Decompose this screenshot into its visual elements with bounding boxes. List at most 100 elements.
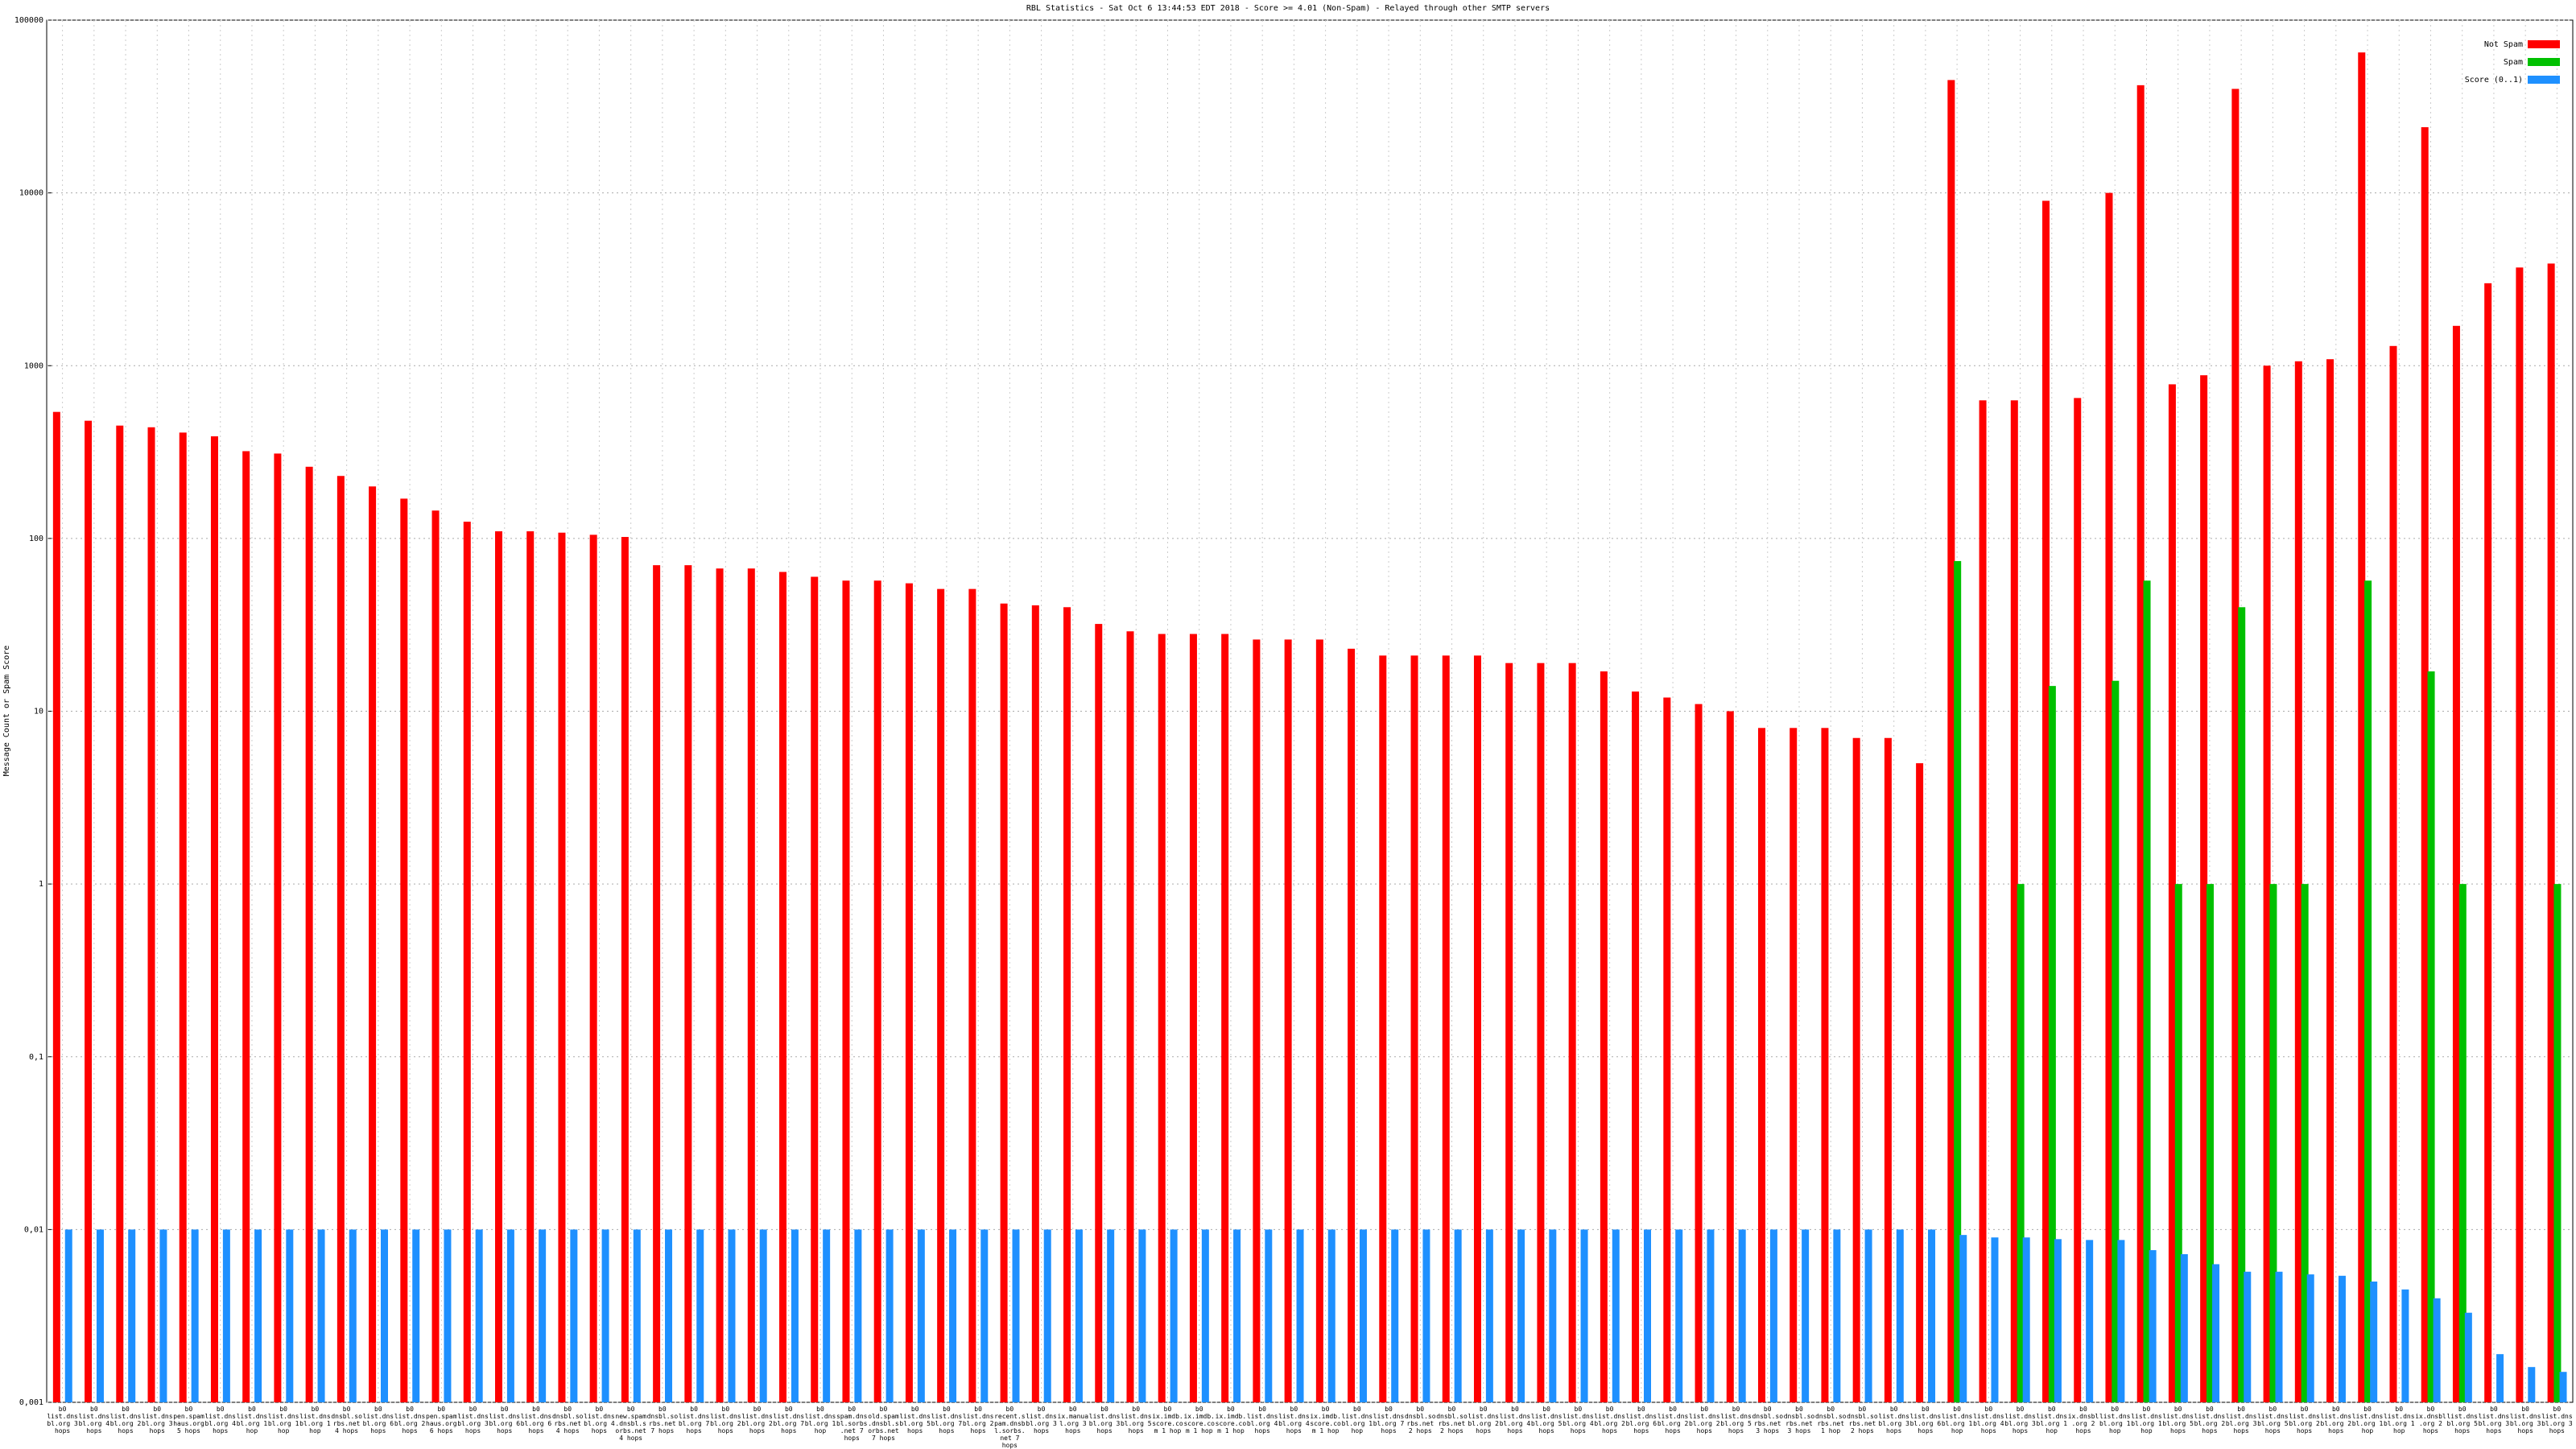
x-tick-label: b0 recent.spam.dnsbl.sorbs.net 7 hops (994, 1406, 1026, 1449)
x-tick-label: b0 list.dnsbl.org 4 hops (78, 1406, 110, 1435)
bar (2054, 1239, 2062, 1402)
x-tick-label: b0 list.dnsbl.org 2 hops (1657, 1406, 1689, 1435)
bar (2484, 283, 2492, 1402)
bar (1485, 1229, 1493, 1402)
bar (558, 532, 566, 1402)
bar (2452, 325, 2460, 1402)
x-tick-label: b0 list.dnsbl.org 6 hops (489, 1406, 521, 1435)
bar (2136, 85, 2145, 1403)
bar (2010, 400, 2018, 1402)
bar (2244, 1271, 2252, 1402)
bar (1201, 1229, 1209, 1402)
x-tick-label: b0 list.dnsbl.org 2 hops (1689, 1406, 1720, 1435)
bar (2105, 192, 2113, 1402)
x-tick-label: b0 list.dnsbl.org 5 hops (1120, 1406, 1152, 1435)
x-tick-label: b0 pen.spamhaus.org 5 hops (173, 1406, 204, 1435)
bar (1600, 671, 1608, 1402)
bar (317, 1229, 325, 1402)
bar (1947, 80, 1955, 1402)
bar (1265, 1229, 1273, 1402)
x-tick-label: b0 list.dnsbl.org 6 hops (362, 1406, 394, 1435)
bar (2022, 1237, 2030, 1402)
bar (2117, 1240, 2125, 1402)
bar (2112, 680, 2120, 1402)
bar (1095, 624, 1103, 1402)
bar (1126, 631, 1134, 1402)
bar (1979, 400, 1987, 1402)
bar (1043, 1229, 1051, 1402)
bar (1928, 1229, 1936, 1402)
x-tick-label: b0 list.dnsbl.org 1 hop (2036, 1406, 2068, 1435)
bar (823, 1229, 831, 1402)
y-tick-label: 0,1 (29, 1053, 43, 1062)
x-tick-label: b0 list.dnsbl.org 1 hop (2383, 1406, 2415, 1435)
y-tick-label: 10 (34, 708, 43, 716)
x-tick-label: b0 list.dnsbl.org 4 hops (1499, 1406, 1531, 1435)
bar (539, 1229, 547, 1402)
x-tick-label: b0 list.dnsbl.org 1 hop (2131, 1406, 2162, 1435)
bar (2206, 884, 2214, 1402)
bar (2174, 884, 2182, 1402)
bar (684, 565, 692, 1402)
x-tick-label: b0 list.dnsbl.org 1 hop (236, 1406, 268, 1435)
bar (159, 1229, 167, 1402)
x-tick-label: b0 list.dnsbl.org 2 hops (2320, 1406, 2352, 1435)
bar (2086, 1240, 2094, 1402)
bar (2496, 1354, 2504, 1402)
bar (96, 1229, 104, 1402)
bar (191, 1229, 199, 1402)
bar (2370, 1281, 2378, 1402)
bar (621, 537, 629, 1402)
x-tick-label: b0 list.dnsbl.org 3 hops (2225, 1406, 2257, 1435)
bar (905, 583, 913, 1402)
bar (2364, 580, 2372, 1402)
bar (431, 510, 440, 1402)
x-tick-label: b0 list.dnsbl.org 7 hops (678, 1406, 710, 1435)
bar (52, 411, 60, 1402)
x-tick-label: b0 spam.dnsbl.sorbs.net 7 hops (836, 1406, 868, 1442)
x-tick-label: b0 list.dnsbl.org 2 hops (962, 1406, 994, 1435)
y-tick-label: 100000 (14, 16, 43, 25)
bar (728, 1229, 736, 1402)
x-tick-label: b0 list.dnsbl.org 3 hops (142, 1406, 173, 1435)
bar (759, 1229, 767, 1402)
legend-label: Score (0..1) (2465, 76, 2523, 85)
bar (2389, 345, 2397, 1402)
bar (116, 425, 124, 1403)
bar (1738, 1229, 1746, 1402)
x-tick-label: b0 dnsbl.sorbs.net 2 hops (1436, 1406, 1468, 1435)
bar (64, 1229, 72, 1402)
bar (1031, 605, 1039, 1402)
x-tick-label: b0 list.dnsbl.org 3 hops (2004, 1406, 2036, 1435)
bar (779, 572, 787, 1402)
bar (2464, 1312, 2472, 1402)
bar (2238, 607, 2246, 1402)
x-tick-label: b0 dnsbl.sorbs.net 4 hops (331, 1406, 362, 1435)
bar (1359, 1229, 1367, 1402)
bar (1916, 763, 1924, 1402)
x-tick-label: b0 list.dnsbl.org 1 hop (2351, 1406, 2384, 1435)
bar (2326, 359, 2334, 1403)
bar (1707, 1229, 1715, 1402)
bar (917, 1229, 925, 1402)
y-tick-label: 1 (39, 880, 43, 889)
x-tick-label: b0 list.dnsbl.org 4 hops (204, 1406, 236, 1435)
x-tick-label: b0 list.dnsbl.org 3 hops (457, 1406, 489, 1435)
bar (633, 1229, 641, 1402)
bar (1612, 1229, 1620, 1402)
bar (1000, 603, 1008, 1402)
bar (1107, 1229, 1115, 1402)
x-tick-label: b0 list.dnsbl.org 1 hop (1941, 1406, 1973, 1435)
bar (854, 1229, 862, 1402)
bar (1158, 634, 1166, 1402)
bar (1769, 1229, 1777, 1402)
bar (1454, 1229, 1462, 1402)
bar (1253, 639, 1261, 1402)
bar (2168, 384, 2176, 1403)
bar (968, 588, 976, 1402)
bar (1012, 1229, 1020, 1402)
bar (305, 466, 313, 1403)
bar (1757, 728, 1765, 1402)
